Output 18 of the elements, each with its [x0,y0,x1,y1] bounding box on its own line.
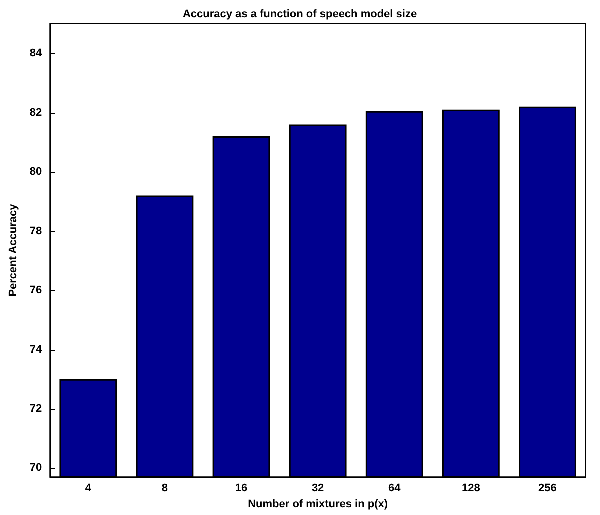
y-tick-label: 82 [30,106,42,119]
y-tick-label: 84 [30,48,44,60]
x-tick-label: 8 [162,482,168,495]
x-tick-label: 64 [388,482,402,495]
y-tick-label: 70 [30,462,42,474]
y-tick-label: 80 [30,166,42,178]
y-axis-title: Percent Accuracy [8,203,20,297]
x-tick-label: 16 [235,482,248,495]
x-tick-label: 32 [312,482,324,495]
x-tick-label: 4 [85,482,92,495]
x-tick-label: 128 [462,482,480,495]
x-tick-label: 256 [538,482,557,495]
x-axis-title: Number of mixtures in p(x) [248,498,388,510]
y-tick-label: 74 [30,344,44,356]
chart-title: Accuracy as a function of speech model size [182,8,418,20]
y-tick-label: 76 [30,284,42,297]
y-tick-label: 78 [30,225,42,238]
y-tick-label: 72 [30,402,42,415]
